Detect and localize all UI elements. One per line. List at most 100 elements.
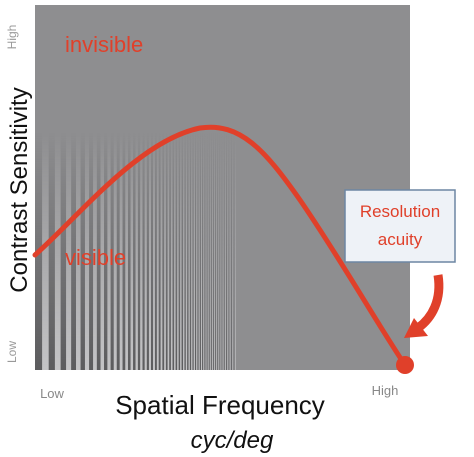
grating-stripe bbox=[110, 5, 114, 370]
grating-stripe bbox=[167, 5, 170, 370]
grating-stripe bbox=[122, 5, 126, 370]
grating-stripe bbox=[48, 5, 55, 370]
grating-stripe bbox=[198, 5, 200, 370]
grating-stripe bbox=[127, 5, 131, 370]
grating-stripe bbox=[207, 5, 209, 370]
grating-stripe bbox=[144, 5, 147, 370]
grating-stripe bbox=[213, 5, 215, 370]
grating-stripe bbox=[80, 5, 85, 370]
arrow-head bbox=[404, 318, 428, 338]
grating-stripe bbox=[164, 5, 166, 370]
grating-stripe bbox=[191, 5, 193, 370]
grating-stripe bbox=[222, 5, 224, 370]
grating-stripe bbox=[165, 5, 168, 370]
grating-stripe bbox=[211, 5, 213, 370]
x-axis-label: Spatial Frequency bbox=[115, 390, 325, 420]
grating-stripe bbox=[185, 5, 188, 370]
y-low-label: Low bbox=[5, 341, 19, 363]
grating-stripe bbox=[142, 5, 145, 370]
grating-stripe bbox=[153, 5, 155, 370]
grating-stripe bbox=[125, 5, 128, 370]
grating-stripe bbox=[146, 5, 149, 370]
grating-stripe bbox=[228, 5, 230, 370]
grating-stripe bbox=[235, 5, 237, 370]
callout-box bbox=[344, 189, 456, 263]
grating-stripe bbox=[220, 5, 222, 370]
grating-stripe bbox=[219, 5, 221, 370]
sensitivity-curve bbox=[32, 124, 408, 368]
grating-stripe bbox=[156, 5, 159, 370]
grating-stripe bbox=[35, 5, 43, 370]
grating-stripe bbox=[196, 5, 198, 370]
x-axis-unit: cyc/deg bbox=[191, 427, 274, 454]
x-low-label: Low bbox=[40, 386, 64, 401]
grating-stripe bbox=[233, 5, 235, 370]
grating-stripe bbox=[107, 5, 111, 370]
grating-stripe bbox=[160, 5, 163, 370]
grating-stripe bbox=[162, 5, 165, 370]
grating-stripe bbox=[178, 5, 181, 370]
region-label: invisible bbox=[65, 32, 143, 57]
grating-stripe bbox=[151, 5, 154, 370]
grating-stripe bbox=[216, 5, 218, 370]
grating-stripe bbox=[54, 5, 61, 370]
grating-stripe bbox=[230, 5, 232, 370]
region-label: visible bbox=[65, 245, 126, 270]
grating-stripe bbox=[89, 5, 94, 370]
grating-stripe bbox=[227, 5, 229, 370]
grating-stripe bbox=[187, 5, 189, 370]
grating-stripe bbox=[113, 5, 117, 370]
grating-stripe bbox=[209, 5, 211, 370]
grating-stripe bbox=[130, 5, 134, 370]
grating-stripe bbox=[184, 5, 186, 370]
grating-stripe bbox=[140, 5, 143, 370]
grating-stripe bbox=[225, 5, 227, 370]
grating-stripe bbox=[135, 5, 138, 370]
grating-stripe bbox=[199, 5, 201, 370]
grating-stripe bbox=[180, 5, 182, 370]
grating-stripe bbox=[212, 5, 214, 370]
grating-stripe bbox=[71, 5, 77, 370]
grating-stripe bbox=[206, 5, 208, 370]
grating-stripe bbox=[170, 5, 173, 370]
grating-stripe bbox=[42, 5, 49, 370]
grating-stripe bbox=[218, 5, 220, 370]
grating-stripe bbox=[183, 5, 185, 370]
grating-stripe bbox=[174, 5, 176, 370]
grating-stripe bbox=[226, 5, 227, 370]
grating-stripe bbox=[208, 5, 210, 370]
grating-stripe bbox=[221, 5, 223, 370]
grating-stripe bbox=[169, 5, 171, 370]
grating-stripe bbox=[116, 5, 120, 370]
grating-stripe bbox=[204, 5, 206, 370]
x-high-label: High bbox=[371, 383, 399, 398]
grating-stripe bbox=[215, 5, 217, 370]
grating-stripe bbox=[93, 5, 97, 370]
grating-stripe bbox=[193, 5, 195, 370]
grating-stripe bbox=[197, 5, 199, 370]
grating-stripe bbox=[194, 5, 197, 370]
grating-stripe bbox=[231, 5, 233, 370]
grating-stripe bbox=[172, 5, 175, 370]
grating-stripe bbox=[66, 5, 72, 370]
grating-stripe bbox=[76, 5, 81, 370]
grating-stripe bbox=[137, 5, 141, 370]
grating-stripe bbox=[205, 5, 207, 370]
acuity-point bbox=[396, 356, 414, 374]
grating-stripe bbox=[189, 5, 192, 370]
callout-arrow bbox=[415, 274, 444, 332]
grating-stripe bbox=[203, 5, 205, 370]
grating-stripe bbox=[119, 5, 123, 370]
grating-stripe bbox=[200, 5, 203, 370]
grating bbox=[35, 5, 237, 370]
callout-text: Resolution acuity bbox=[359, 202, 441, 249]
grating-stripe bbox=[60, 5, 67, 370]
grating-stripe bbox=[154, 5, 157, 370]
grating-stripe bbox=[148, 5, 152, 370]
grating-stripe bbox=[226, 5, 228, 370]
grating-stripe bbox=[217, 5, 219, 370]
grating-stripe bbox=[158, 5, 161, 370]
grating-stripe bbox=[175, 5, 178, 370]
